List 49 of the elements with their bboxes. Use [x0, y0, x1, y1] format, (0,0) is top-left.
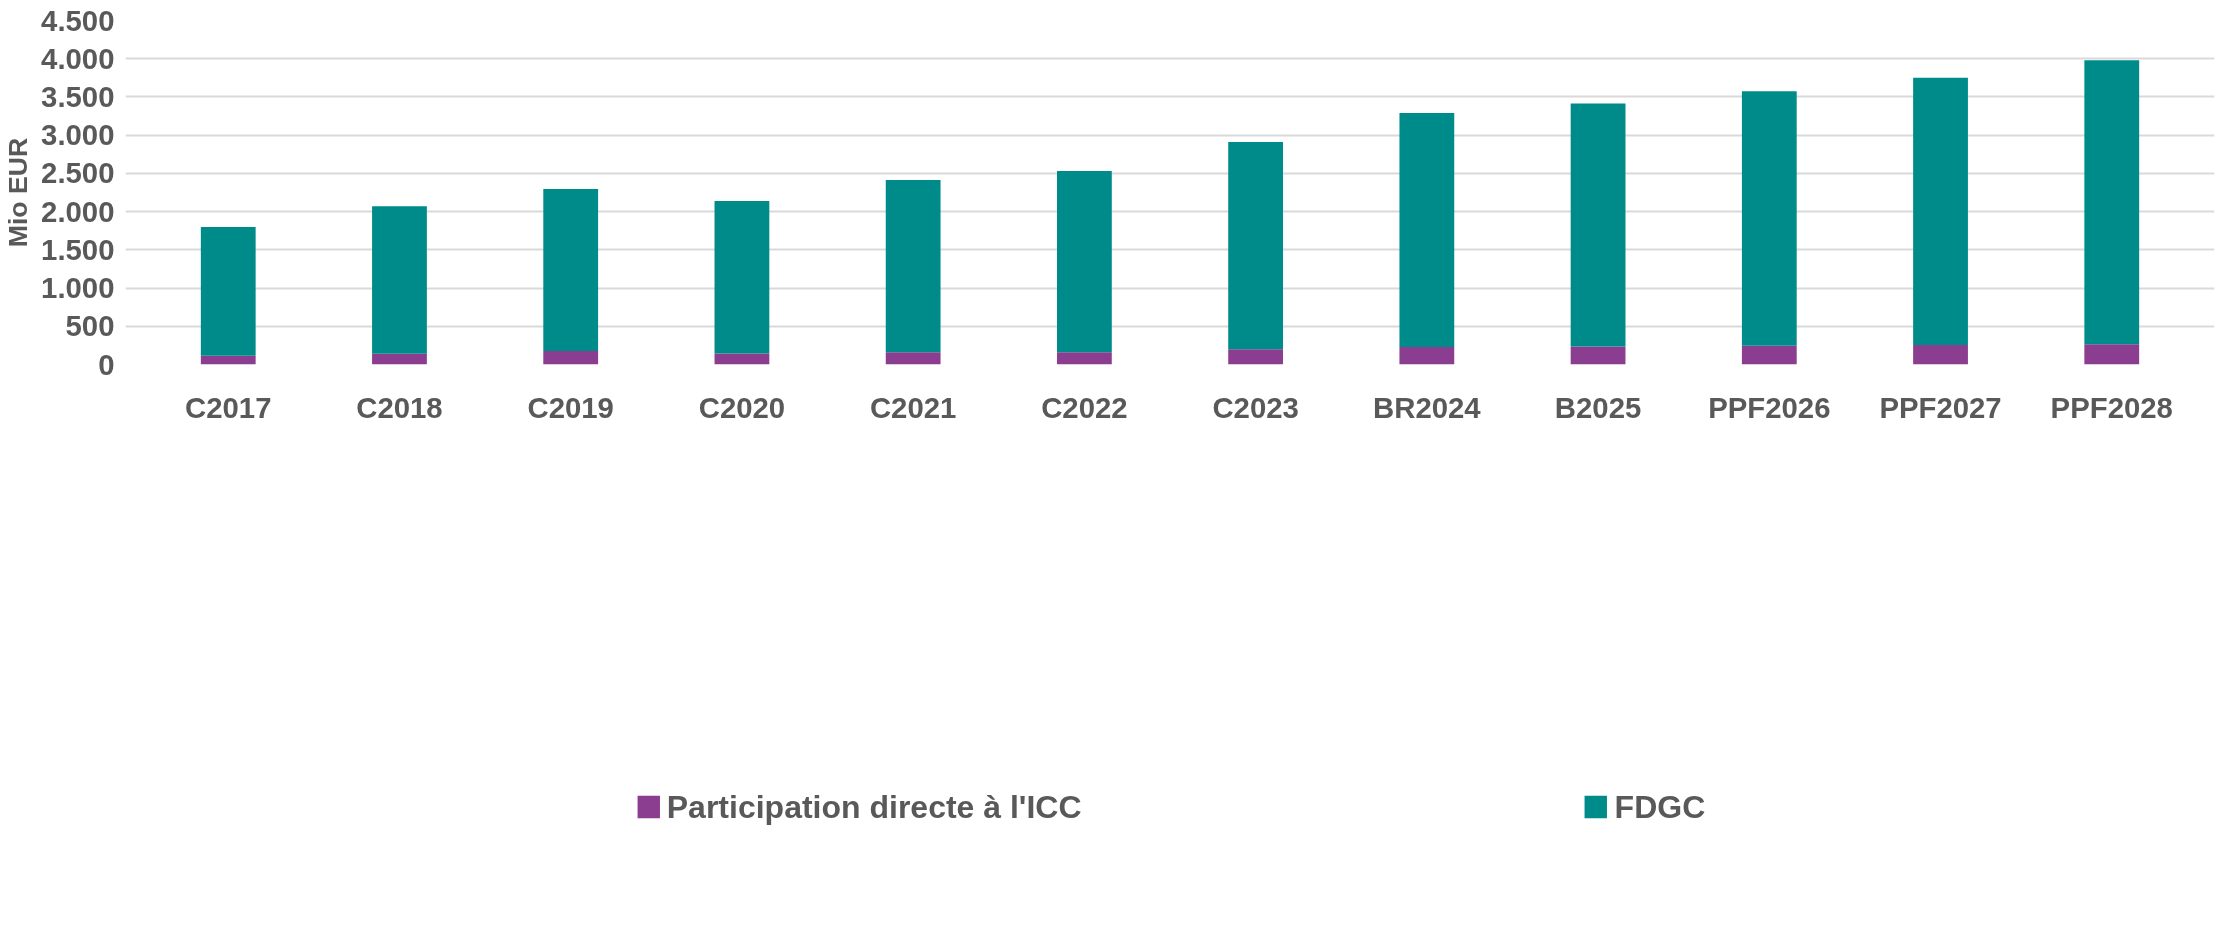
- y-tick-label: 1.000: [41, 271, 115, 305]
- bar: [885, 352, 941, 365]
- bar: [543, 189, 599, 352]
- bar: [1399, 346, 1455, 365]
- bar: [1228, 349, 1284, 365]
- bar: [885, 179, 941, 353]
- y-tick-label: 1.500: [41, 232, 115, 266]
- x-tick-label: BR2024: [1373, 390, 1482, 424]
- x-tick-label: C2021: [869, 390, 957, 424]
- bar: [2084, 344, 2140, 365]
- bar: [200, 226, 256, 356]
- y-tick-label: 2.500: [41, 156, 115, 190]
- x-tick-label: C2022: [1041, 390, 1128, 424]
- y-tick-label: 2.000: [41, 194, 115, 228]
- bar: [1399, 113, 1455, 347]
- bar: [1570, 346, 1626, 365]
- x-tick-label: C2017: [185, 390, 272, 424]
- bar: [372, 206, 427, 354]
- y-tick-label: 0: [98, 347, 115, 381]
- x-tick-label: C2023: [1212, 390, 1299, 424]
- y-tick-label: 4.000: [41, 41, 115, 75]
- bar: [714, 200, 770, 354]
- y-tick-label: 3.000: [41, 118, 115, 152]
- legend-label: Participation directe à l'ICC: [666, 788, 1082, 826]
- y-tick-label: 500: [65, 309, 115, 343]
- bar: [543, 351, 599, 365]
- x-tick-label: B2025: [1554, 390, 1642, 424]
- bar: [1570, 103, 1626, 347]
- x-tick-label: PPF2026: [1708, 390, 1831, 424]
- bar: [1741, 345, 1797, 365]
- y-tick-label: 4.500: [41, 3, 115, 37]
- bar: [2084, 60, 2140, 345]
- bar: [1056, 352, 1112, 365]
- x-tick-label: C2020: [698, 390, 786, 424]
- bar: [1913, 345, 1968, 365]
- bar: [200, 355, 256, 365]
- y-axis-title: Mio EUR: [3, 137, 34, 248]
- x-tick-label: C2018: [356, 390, 443, 424]
- bar: [1741, 91, 1797, 346]
- legend-label: FDGC: [1614, 788, 1706, 826]
- bar: [372, 353, 427, 365]
- bar: [714, 353, 770, 365]
- y-tick-label: 3.500: [41, 79, 115, 113]
- bar: [1056, 171, 1112, 353]
- x-tick-label: PPF2028: [2050, 390, 2173, 424]
- bar: [1913, 77, 1968, 346]
- x-tick-label: PPF2027: [1879, 390, 2002, 424]
- x-tick-label: C2019: [527, 390, 614, 424]
- bar: [1228, 142, 1284, 350]
